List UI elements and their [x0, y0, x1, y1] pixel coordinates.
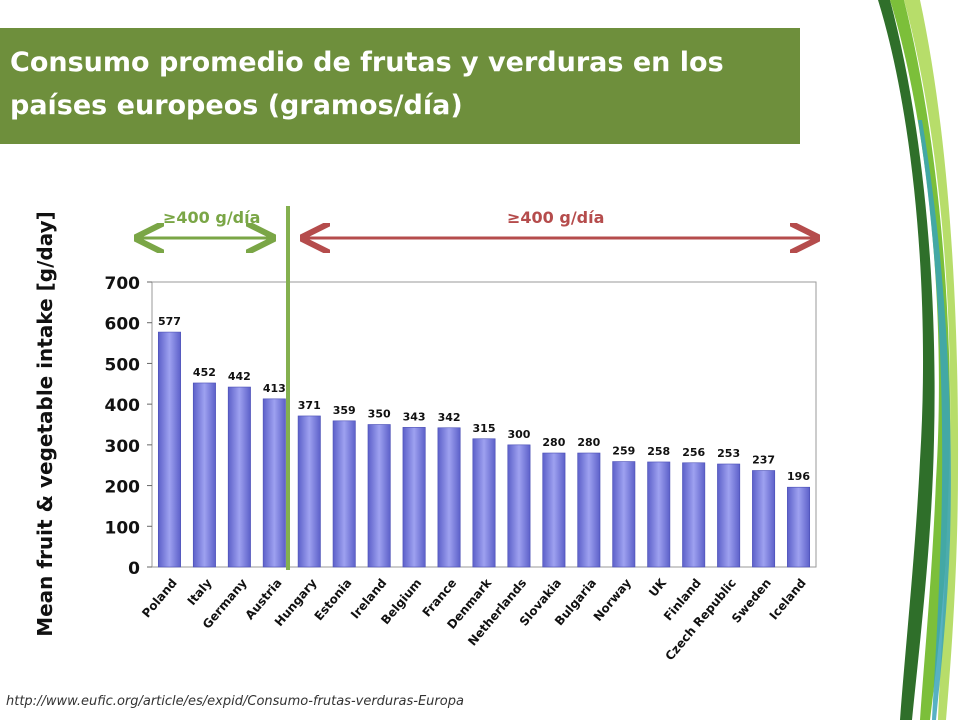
x-tick-label: Italy: [185, 576, 215, 608]
bar-italy: [192, 382, 216, 568]
bar-norway: [612, 461, 636, 568]
bars: [157, 331, 811, 568]
bar-uk: [647, 461, 671, 568]
title-bar: [0, 28, 800, 144]
decorative-leaf-swoosh: [878, 0, 959, 720]
value-label: 256: [682, 446, 705, 459]
y-tick-label: 300: [105, 437, 141, 457]
bar-ireland: [367, 424, 391, 568]
value-label: 371: [298, 399, 321, 412]
value-label: 280: [542, 436, 565, 449]
y-tick-label: 0: [128, 559, 140, 579]
bar-czech-republic: [717, 463, 741, 568]
y-axis-ticks: 0 100 200 300 400 500 600 700: [105, 274, 152, 579]
value-label: 196: [787, 470, 810, 483]
bar-netherlands: [507, 444, 531, 568]
y-axis-title: Mean fruit & vegetable intake [g/day]: [33, 211, 57, 637]
source-link[interactable]: http://www.eufic.org/article/es/expid/Co…: [6, 694, 464, 709]
threshold-label-left: ≥400 g/día: [163, 208, 261, 227]
value-label: 359: [333, 404, 356, 417]
value-label: 253: [717, 447, 740, 460]
x-tick-label: Estonia: [312, 576, 355, 623]
slide-title: Consumo promedio de frutas y verduras en…: [10, 47, 724, 121]
bar-finland: [682, 462, 706, 568]
bar-iceland: [787, 486, 811, 568]
value-label: 259: [612, 445, 635, 458]
value-label: 237: [752, 454, 775, 467]
bar-poland: [157, 331, 181, 568]
value-label: 342: [438, 411, 461, 424]
value-label: 300: [507, 428, 530, 441]
x-tick-label: UK: [646, 575, 669, 599]
y-tick-label: 500: [105, 355, 141, 375]
x-tick-label: Poland: [139, 576, 180, 621]
bar-germany: [227, 386, 251, 568]
bar-bulgaria: [577, 452, 601, 568]
value-label: 413: [263, 382, 286, 395]
bar-austria: [262, 398, 286, 568]
value-label: 442: [228, 370, 251, 383]
value-label: 315: [473, 422, 496, 435]
bar-france: [437, 427, 461, 568]
x-tick-label: Norway: [591, 576, 635, 624]
bar-denmark: [472, 438, 496, 568]
value-label: 343: [403, 410, 426, 423]
bar-slovakia: [542, 452, 566, 568]
bar-hungary: [297, 415, 321, 568]
y-tick-label: 200: [105, 478, 141, 498]
y-tick-label: 600: [105, 315, 141, 335]
threshold-label-right: ≥400 g/día: [507, 208, 605, 227]
y-tick-label: 400: [105, 396, 141, 416]
value-labels: 577 452 442 413 371 359 350 343 342 315 300 280 280 2…: [158, 315, 810, 483]
x-axis-labels: Poland ItalyGermanyAustriaHungaryEstoniaI…: [139, 575, 809, 663]
y-tick-label: 100: [105, 518, 141, 538]
bar-estonia: [332, 420, 356, 568]
value-label: 577: [158, 315, 181, 328]
bar-sweden: [752, 470, 776, 568]
value-label: 258: [647, 445, 670, 458]
value-label: 280: [577, 436, 600, 449]
x-tick-label: Iceland: [767, 576, 809, 623]
value-label: 452: [193, 366, 216, 379]
y-tick-label: 700: [105, 274, 141, 294]
value-label: 350: [368, 408, 391, 421]
bar-belgium: [402, 427, 426, 568]
